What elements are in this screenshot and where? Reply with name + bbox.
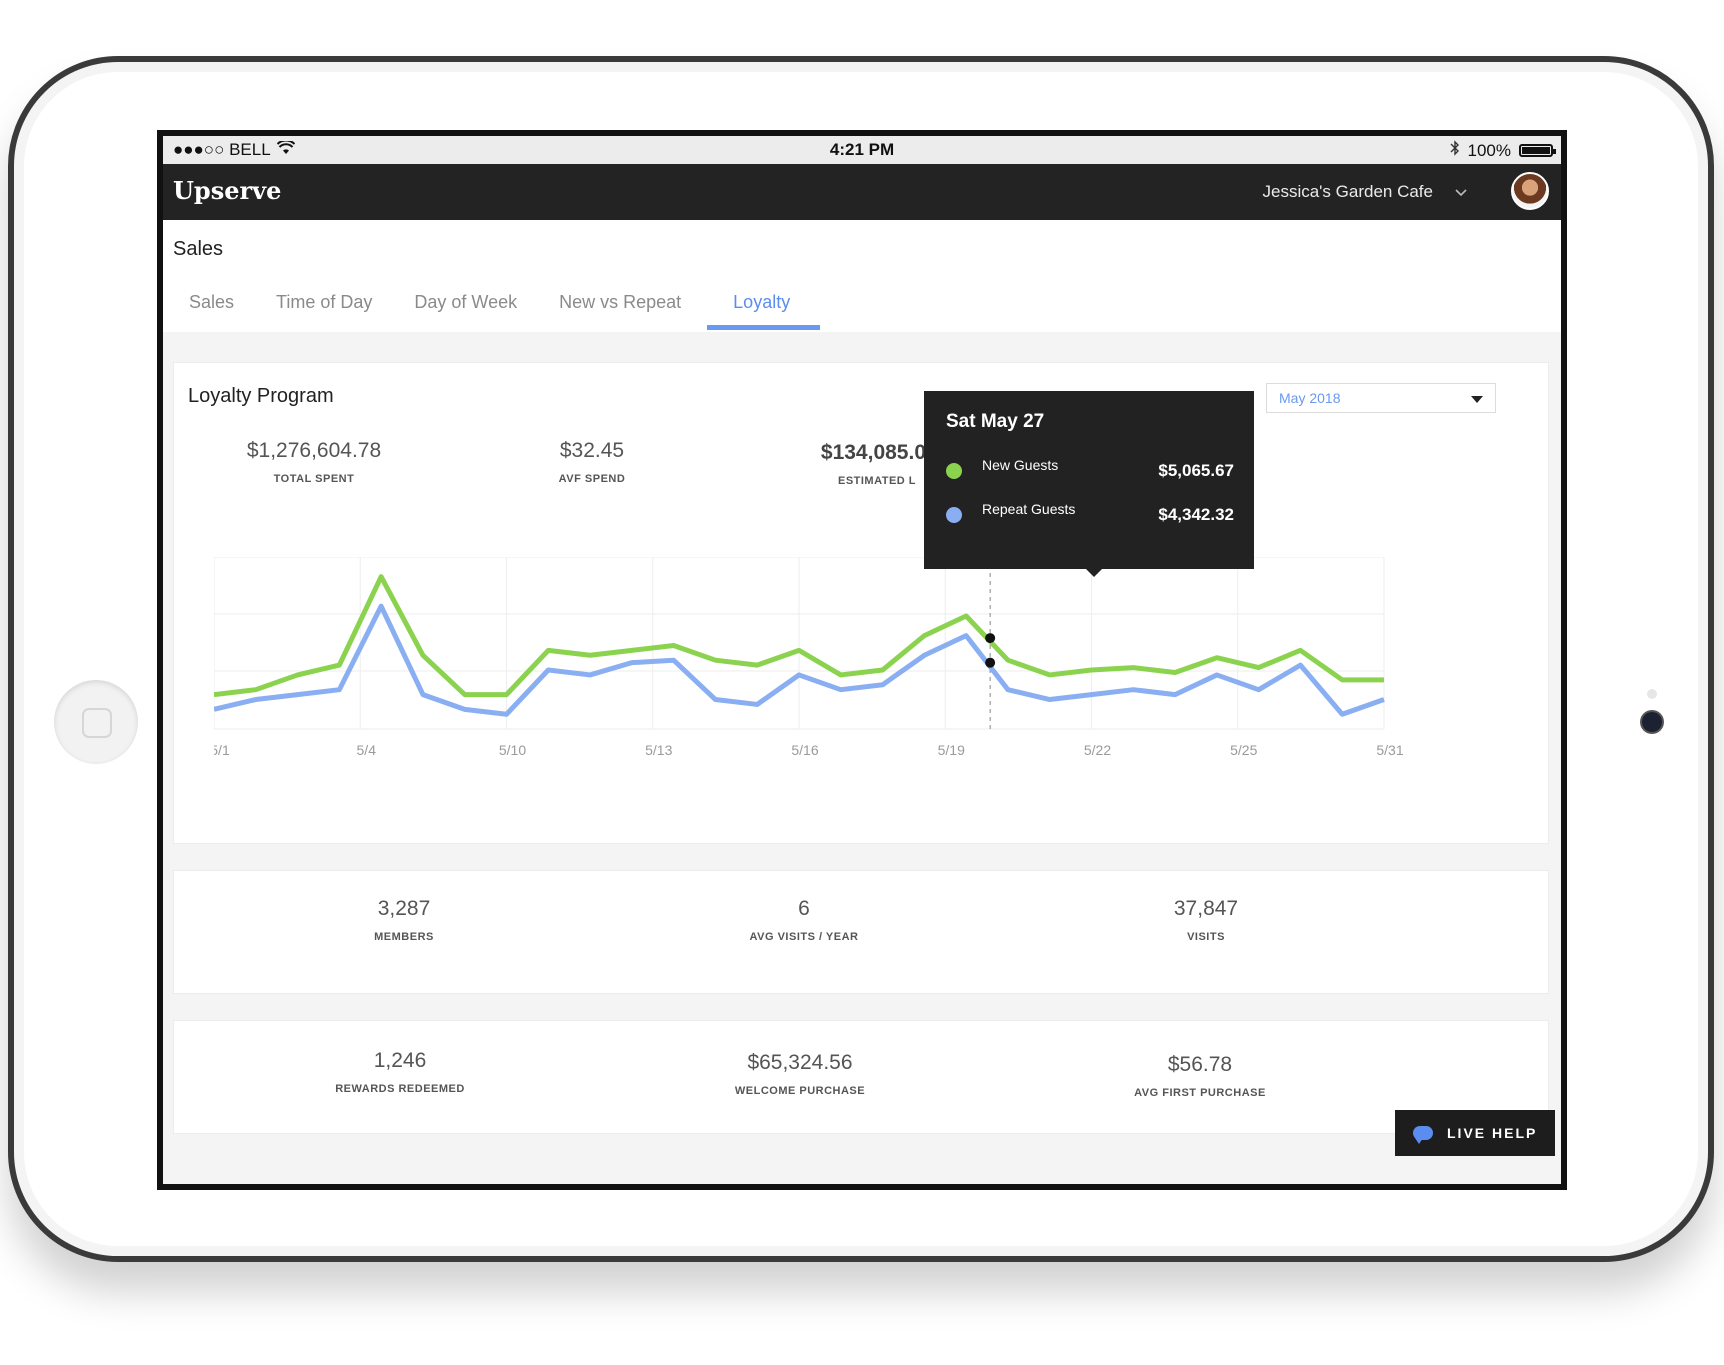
tooltip-series-name: Repeat Guests — [982, 501, 1076, 517]
hover-point — [985, 633, 996, 644]
x-tick-label: 5/25 — [1230, 742, 1257, 758]
stat-value: 6 — [798, 897, 810, 920]
stat-value: 37,847 — [1173, 897, 1239, 920]
x-tick-label: 5/22 — [1084, 742, 1111, 758]
tab-bar: Sales Time of Day Day of Week New vs Rep… — [173, 282, 830, 330]
stat-value: $32.45 — [559, 439, 625, 462]
status-time: 4:21 PM — [829, 140, 895, 159]
stat-estimated: $134,085.0 ESTIMATED L — [726, 441, 926, 487]
x-tick-label: 5/19 — [938, 742, 965, 758]
app-header: Upserve Jessica's Garden Cafe — [163, 164, 1561, 220]
card-title: Loyalty Program — [188, 385, 334, 407]
stat-avg-first-purchase: $56.78 AVG FIRST PURCHASE — [1080, 1053, 1320, 1099]
stat-label: TOTAL SPENT — [273, 473, 355, 485]
stat-label: AVF SPEND — [558, 473, 626, 485]
page-title: Sales — [173, 238, 224, 260]
tab-day-of-week[interactable]: Day of Week — [414, 292, 518, 312]
app-screen: ●●●○○ BELL 4:21 PM 100% Upserve Jessica'… — [157, 130, 1567, 1190]
bluetooth-icon — [1450, 140, 1460, 161]
live-help-button[interactable]: LIVE HELP — [1395, 1110, 1555, 1156]
stat-visits: 37,847 VISITS — [1086, 897, 1326, 943]
home-button[interactable] — [54, 680, 138, 764]
stat-value: $134,085.0 — [820, 441, 926, 464]
battery-icon — [1519, 144, 1556, 157]
x-tick-label: 5/16 — [791, 742, 818, 758]
x-tick-label: 5/1 — [214, 742, 230, 758]
stat-avf-spend: $32.45 AVF SPEND — [472, 439, 712, 485]
tooltip-date: Sat May 27 — [946, 411, 1045, 432]
legend-dot-icon — [946, 507, 962, 523]
battery-percent: 100% — [1467, 140, 1511, 160]
x-tick-label: 5/13 — [645, 742, 672, 758]
tab-sales[interactable]: Sales — [189, 292, 235, 312]
venue-selector[interactable]: Jessica's Garden Cafe — [1263, 182, 1468, 202]
month-dropdown[interactable]: May 2018 — [1266, 383, 1496, 413]
stat-members: 3,287 MEMBERS — [284, 897, 524, 943]
members-card: 3,287 MEMBERS 6 AVG VISITS / YEAR 37,847… — [173, 870, 1549, 994]
rewards-card: 1,246 REWARDS REDEEMED $65,324.56 WELCOM… — [173, 1020, 1549, 1134]
x-tick-label: 5/4 — [357, 742, 377, 758]
x-tick-label: 5/31 — [1376, 742, 1403, 758]
stat-rewards-redeemed: 1,246 REWARDS REDEEMED — [280, 1049, 520, 1095]
legend-dot-icon — [946, 463, 962, 479]
month-value: May 2018 — [1279, 390, 1341, 406]
stat-label: MEMBERS — [374, 931, 434, 943]
chat-bubble-icon — [1413, 1126, 1433, 1144]
stat-avg-visits: 6 AVG VISITS / YEAR — [684, 897, 924, 943]
chevron-down-icon — [1455, 182, 1467, 202]
tooltip-series-name: New Guests — [982, 457, 1059, 473]
series-line-repeat-guests[interactable] — [214, 603, 1385, 717]
tab-loyalty[interactable]: Loyalty — [707, 282, 821, 330]
stat-label: ESTIMATED L — [837, 475, 916, 487]
upserve-logo[interactable]: Upserve — [173, 176, 282, 205]
series-line-new-guests[interactable] — [214, 574, 1384, 698]
tab-new-vs-repeat[interactable]: New vs Repeat — [559, 292, 682, 312]
x-tick-label: 5/10 — [499, 742, 526, 758]
stat-label: AVG VISITS / YEAR — [749, 931, 859, 943]
stat-value: $1,276,604.78 — [246, 439, 382, 462]
loyalty-program-card: Loyalty Program $1,276,604.78 TOTAL SPEN… — [173, 362, 1549, 844]
loyalty-line-chart[interactable]: 5/1 5/4 5/10 5/13 5/16 5/19 5/22 5/25 5/31 — [214, 557, 1514, 787]
stat-total-spent: $1,276,604.78 TOTAL SPENT — [194, 439, 434, 485]
tab-time-of-day[interactable]: Time of Day — [276, 292, 373, 312]
stat-value: 1,246 — [373, 1049, 427, 1072]
stat-label: VISITS — [1187, 931, 1225, 943]
user-avatar[interactable] — [1511, 172, 1549, 210]
chart-tooltip: Sat May 27 New Guests $5,065.67 Repeat G… — [924, 391, 1254, 577]
stat-label: AVG FIRST PURCHASE — [1134, 1087, 1266, 1099]
page-header: Sales Sales Time of Day Day of Week New … — [163, 220, 1561, 332]
proximity-sensor — [1647, 689, 1657, 699]
live-help-label: LIVE HELP — [1447, 1125, 1538, 1141]
stat-value: 3,287 — [377, 897, 431, 920]
tooltip-series-value: $5,065.67 — [1158, 461, 1234, 480]
stat-value: $65,324.56 — [747, 1051, 853, 1074]
caret-down-icon — [1471, 396, 1483, 403]
hover-point — [985, 657, 996, 668]
carrier-label: ●●●○○ BELL — [173, 140, 271, 159]
status-bar: ●●●○○ BELL 4:21 PM 100% — [163, 136, 1561, 164]
stat-welcome-purchase: $65,324.56 WELCOME PURCHASE — [680, 1051, 920, 1097]
venue-name: Jessica's Garden Cafe — [1262, 182, 1434, 201]
front-camera — [1642, 712, 1662, 732]
wifi-icon — [276, 139, 295, 160]
stat-label: WELCOME PURCHASE — [734, 1085, 866, 1097]
stat-value: $56.78 — [1167, 1053, 1233, 1076]
tooltip-series-value: $4,342.32 — [1158, 505, 1234, 524]
stat-label: REWARDS REDEEMED — [335, 1083, 465, 1095]
